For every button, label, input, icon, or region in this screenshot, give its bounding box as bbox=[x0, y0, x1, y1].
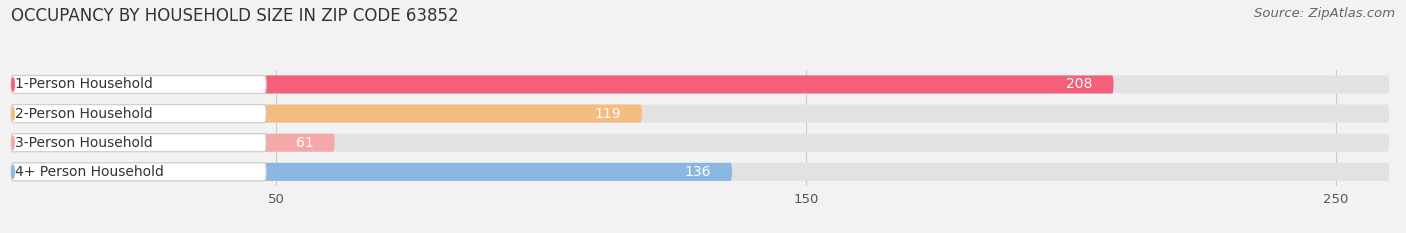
FancyBboxPatch shape bbox=[11, 75, 1114, 93]
Text: 61: 61 bbox=[295, 136, 314, 150]
FancyBboxPatch shape bbox=[11, 75, 266, 93]
FancyBboxPatch shape bbox=[11, 105, 266, 123]
FancyBboxPatch shape bbox=[11, 163, 266, 181]
Circle shape bbox=[11, 165, 14, 178]
Text: 208: 208 bbox=[1066, 77, 1092, 92]
FancyBboxPatch shape bbox=[11, 163, 733, 181]
FancyBboxPatch shape bbox=[11, 75, 1389, 93]
FancyBboxPatch shape bbox=[11, 134, 266, 152]
Text: 4+ Person Household: 4+ Person Household bbox=[14, 165, 163, 179]
FancyBboxPatch shape bbox=[11, 105, 1389, 123]
FancyBboxPatch shape bbox=[11, 105, 643, 123]
Text: 2-Person Household: 2-Person Household bbox=[14, 106, 152, 121]
Circle shape bbox=[11, 78, 14, 91]
FancyBboxPatch shape bbox=[11, 134, 1389, 152]
FancyBboxPatch shape bbox=[11, 134, 335, 152]
Text: 3-Person Household: 3-Person Household bbox=[14, 136, 152, 150]
Text: 1-Person Household: 1-Person Household bbox=[14, 77, 153, 92]
Text: OCCUPANCY BY HOUSEHOLD SIZE IN ZIP CODE 63852: OCCUPANCY BY HOUSEHOLD SIZE IN ZIP CODE … bbox=[11, 7, 458, 25]
FancyBboxPatch shape bbox=[11, 163, 1389, 181]
Text: 136: 136 bbox=[685, 165, 711, 179]
Circle shape bbox=[11, 107, 14, 120]
Text: Source: ZipAtlas.com: Source: ZipAtlas.com bbox=[1254, 7, 1395, 20]
Text: 119: 119 bbox=[595, 106, 620, 121]
Circle shape bbox=[11, 136, 14, 149]
